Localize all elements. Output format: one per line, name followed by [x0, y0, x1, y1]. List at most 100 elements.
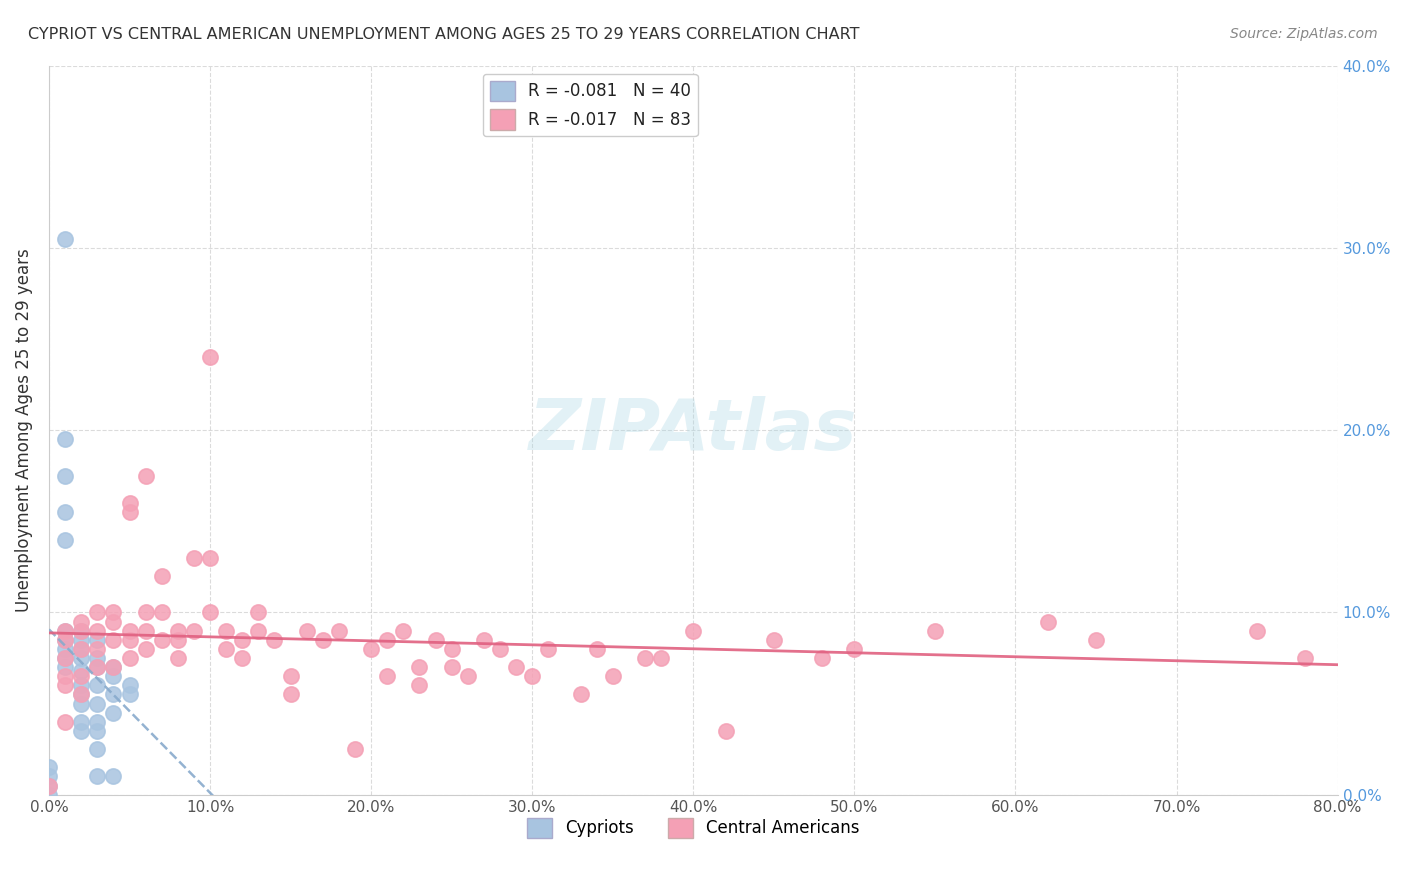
- Point: [1294, 651, 1316, 665]
- Point: [53, 660, 76, 674]
- Point: [135, 468, 157, 483]
- Point: [198, 550, 221, 565]
- Point: [762, 632, 785, 647]
- Point: [118, 496, 141, 510]
- Point: [118, 688, 141, 702]
- Point: [522, 669, 544, 683]
- Point: [86, 651, 108, 665]
- Point: [86, 624, 108, 638]
- Point: [118, 678, 141, 692]
- Point: [118, 632, 141, 647]
- Point: [53, 678, 76, 692]
- Point: [425, 632, 447, 647]
- Point: [650, 651, 672, 665]
- Point: [1085, 632, 1108, 647]
- Point: [70, 615, 93, 629]
- Point: [280, 688, 302, 702]
- Point: [86, 742, 108, 756]
- Point: [38, 769, 60, 783]
- Point: [215, 624, 238, 638]
- Point: [537, 641, 560, 656]
- Point: [86, 660, 108, 674]
- Point: [118, 505, 141, 519]
- Point: [392, 624, 415, 638]
- Point: [150, 569, 173, 583]
- Point: [53, 714, 76, 729]
- Point: [70, 714, 93, 729]
- Point: [166, 624, 188, 638]
- Point: [70, 688, 93, 702]
- Point: [215, 641, 238, 656]
- Point: [103, 606, 125, 620]
- Point: [247, 606, 270, 620]
- Point: [198, 350, 221, 364]
- Point: [408, 678, 430, 692]
- Point: [38, 779, 60, 793]
- Point: [86, 697, 108, 711]
- Point: [150, 606, 173, 620]
- Point: [103, 688, 125, 702]
- Point: [86, 678, 108, 692]
- Point: [70, 632, 93, 647]
- Point: [844, 641, 866, 656]
- Point: [280, 669, 302, 683]
- Point: [38, 788, 60, 802]
- Point: [86, 769, 108, 783]
- Point: [457, 669, 479, 683]
- Point: [53, 651, 76, 665]
- Point: [53, 651, 76, 665]
- Point: [103, 660, 125, 674]
- Point: [1036, 615, 1059, 629]
- Point: [135, 624, 157, 638]
- Point: [135, 606, 157, 620]
- Point: [183, 550, 205, 565]
- Point: [70, 624, 93, 638]
- Point: [344, 742, 367, 756]
- Point: [103, 669, 125, 683]
- Point: [811, 651, 834, 665]
- Point: [103, 660, 125, 674]
- Point: [714, 723, 737, 738]
- Point: [53, 432, 76, 446]
- Point: [166, 651, 188, 665]
- Point: [360, 641, 382, 656]
- Point: [312, 632, 335, 647]
- Point: [198, 606, 221, 620]
- Point: [86, 660, 108, 674]
- Point: [489, 641, 512, 656]
- Point: [103, 769, 125, 783]
- Point: [569, 688, 592, 702]
- Point: [70, 688, 93, 702]
- Legend: Cypriots, Central Americans: Cypriots, Central Americans: [520, 811, 866, 845]
- Point: [328, 624, 350, 638]
- Point: [103, 615, 125, 629]
- Point: [53, 669, 76, 683]
- Point: [1246, 624, 1268, 638]
- Point: [924, 624, 946, 638]
- Y-axis label: Unemployment Among Ages 25 to 29 years: Unemployment Among Ages 25 to 29 years: [15, 248, 32, 612]
- Point: [38, 760, 60, 774]
- Point: [472, 632, 495, 647]
- Text: CYPRIOT VS CENTRAL AMERICAN UNEMPLOYMENT AMONG AGES 25 TO 29 YEARS CORRELATION C: CYPRIOT VS CENTRAL AMERICAN UNEMPLOYMENT…: [28, 27, 859, 42]
- Point: [53, 533, 76, 547]
- Point: [70, 641, 93, 656]
- Point: [70, 641, 93, 656]
- Point: [53, 505, 76, 519]
- Point: [86, 606, 108, 620]
- Point: [53, 468, 76, 483]
- Point: [602, 669, 624, 683]
- Point: [263, 632, 285, 647]
- Point: [231, 651, 253, 665]
- Point: [408, 660, 430, 674]
- Point: [53, 624, 76, 638]
- Point: [634, 651, 657, 665]
- Point: [38, 779, 60, 793]
- Point: [440, 641, 463, 656]
- Point: [440, 660, 463, 674]
- Point: [103, 706, 125, 720]
- Point: [70, 697, 93, 711]
- Point: [70, 624, 93, 638]
- Point: [53, 232, 76, 246]
- Point: [375, 669, 398, 683]
- Point: [231, 632, 253, 647]
